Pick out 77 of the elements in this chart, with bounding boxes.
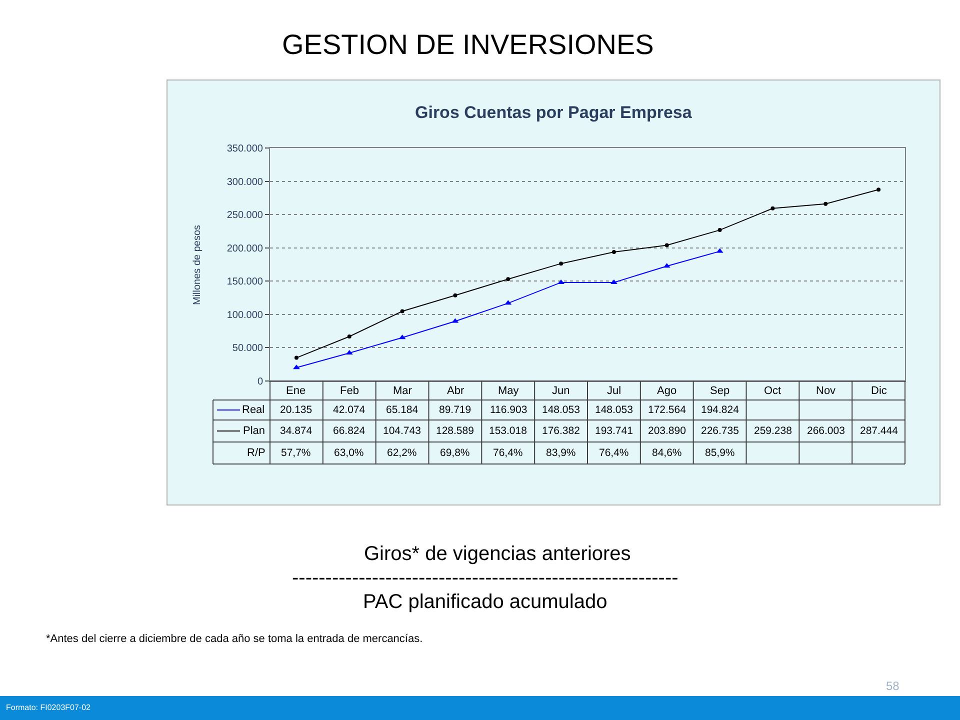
x-tick-label: Oct xyxy=(764,385,782,397)
x-tick-label: Sep xyxy=(710,385,730,397)
chart-subtitle: Giros Cuentas por Pagar Empresa xyxy=(415,103,692,122)
data-label: 287.444 xyxy=(860,425,898,437)
text: *Antes del cierre a diciembre de cada año se toma la entrada de mercancías. xyxy=(46,633,423,645)
data-label: 116.903 xyxy=(490,404,528,416)
data-label: 172.564 xyxy=(648,404,686,416)
point xyxy=(453,293,458,298)
x-tick-label: Abr xyxy=(447,385,464,397)
text: 69,8% xyxy=(440,447,470,459)
x-tick-label: Jul xyxy=(607,385,622,397)
data-label: 65.184 xyxy=(386,404,418,416)
data-label: 203.890 xyxy=(648,425,686,437)
text: 76,4% xyxy=(493,447,523,459)
text: ---------------------------------------------------------- xyxy=(292,567,678,589)
data-label: 42.074 xyxy=(333,404,366,416)
point xyxy=(824,202,828,206)
point xyxy=(294,356,298,360)
point xyxy=(664,243,669,248)
point xyxy=(347,334,352,339)
text: Giros* de vigencias anteriores xyxy=(364,543,631,565)
point xyxy=(612,250,616,254)
text: PAC planificado acumulado xyxy=(363,591,608,613)
data-label: 128.589 xyxy=(436,425,474,437)
data-label: 104.743 xyxy=(383,425,422,437)
data-label: 148.053 xyxy=(542,404,580,416)
legend-label: Real xyxy=(242,404,265,416)
x-tick-label: Ene xyxy=(286,385,306,397)
point xyxy=(770,206,775,210)
text: R/P xyxy=(247,447,266,459)
y-tick-label: 50.000 xyxy=(232,343,264,354)
y-tick-label: 200.000 xyxy=(226,243,264,254)
x-tick-label: Dic xyxy=(871,385,888,397)
text: 83,9% xyxy=(546,447,576,459)
data-label: 148.053 xyxy=(595,404,634,416)
text: 57,7% xyxy=(281,447,311,459)
x-tick-label: Jun xyxy=(552,385,570,397)
point xyxy=(876,188,881,192)
x-tick-label: Feb xyxy=(340,385,359,397)
y-tick-label: 300.000 xyxy=(226,176,264,188)
data-label: 226.735 xyxy=(701,425,740,437)
data-label: 20.135 xyxy=(280,404,312,416)
y-tick-label: 150.000 xyxy=(226,276,264,288)
text: 76,4% xyxy=(599,447,629,459)
x-tick-label: Nov xyxy=(816,385,836,397)
y-tick-label: 100.000 xyxy=(226,310,264,321)
text: 85,9% xyxy=(705,447,735,459)
data-label: 89.719 xyxy=(439,404,472,416)
point xyxy=(559,262,564,266)
data-label: 266.003 xyxy=(807,425,846,437)
x-tick-label: May xyxy=(498,385,520,397)
data-label: 194.824 xyxy=(701,404,740,416)
point xyxy=(718,228,722,232)
text: 84,6% xyxy=(652,447,682,459)
point xyxy=(400,309,404,314)
y-tick-label: 250.000 xyxy=(226,210,264,222)
text: 58 xyxy=(886,679,900,693)
legend-label: Plan xyxy=(243,425,266,437)
text: Formato: FI0203F07-02 xyxy=(6,703,92,712)
data-label: 153.018 xyxy=(489,425,528,437)
text: 62,2% xyxy=(387,447,417,459)
y-tick-label: 350.000 xyxy=(226,144,264,154)
y-tick-label: 0 xyxy=(257,376,264,388)
y-axis-title: Millones de pesos xyxy=(192,224,203,305)
x-tick-label: Ago xyxy=(657,385,677,397)
data-label: 66.824 xyxy=(333,425,366,437)
data-label: 259.238 xyxy=(754,425,792,437)
point xyxy=(558,279,564,284)
point xyxy=(506,277,510,282)
x-tick-label: Mar xyxy=(393,385,412,397)
text: 63,0% xyxy=(334,447,364,459)
point xyxy=(610,279,618,284)
data-label: 176.382 xyxy=(542,425,580,437)
point xyxy=(293,364,300,370)
data-label: 193.741 xyxy=(595,425,634,437)
chart-title: GESTION DE INVERSIONES xyxy=(282,29,654,60)
data-label: 34.874 xyxy=(280,425,312,437)
